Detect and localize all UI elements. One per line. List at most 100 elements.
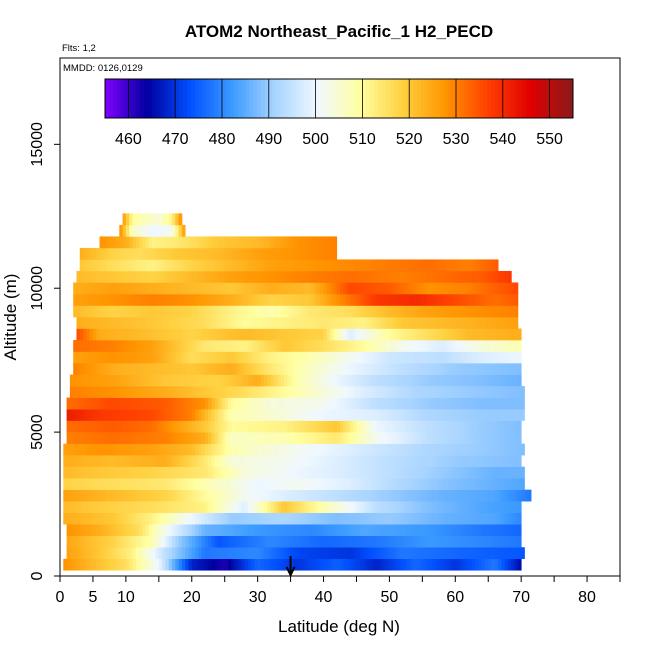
heatmap-cell [422,535,427,548]
heatmap-cell [488,386,492,398]
heatmap-cell [228,512,232,525]
heatmap-cell [369,305,374,318]
heatmap-cell [168,305,173,318]
heatmap-cell [181,317,186,329]
heatmap-cell [260,489,265,502]
colorbar-swatch [413,79,418,118]
heatmap-cell [471,409,476,421]
heatmap-cell [333,293,338,306]
heatmap-cell [92,259,97,272]
heatmap-cell [511,455,515,467]
heatmap-cell [313,317,318,329]
heatmap-cell [204,363,209,375]
heatmap-cell [508,386,512,398]
heatmap-cell [218,535,222,548]
heatmap-cell [228,236,232,249]
heatmap-cell [165,432,170,444]
heatmap-cell [409,501,413,513]
heatmap-cell [386,466,390,479]
heatmap-cell [228,351,232,364]
heatmap-cell [96,558,100,571]
heatmap-cell [346,270,351,283]
y-tick-label: 0 [29,571,46,580]
heatmap-cell [330,409,334,421]
heatmap-cell [168,351,173,364]
heatmap-cell [517,374,522,387]
heatmap-cell [89,432,94,444]
heatmap-cell [422,397,427,410]
heatmap-cell [195,547,199,560]
heatmap-cell [208,247,212,260]
heatmap-cell [96,282,100,295]
heatmap-cell [372,420,377,433]
heatmap-cell [366,259,371,272]
altitude-band [122,213,183,226]
heatmap-cell [504,478,509,490]
heatmap-cell [152,397,156,410]
heatmap-cell [116,247,120,260]
heatmap-cell [471,293,476,306]
heatmap-cell [508,558,512,571]
heatmap-cell [396,363,400,375]
heatmap-cell [316,397,321,410]
heatmap-cell [125,409,130,421]
heatmap-cell [185,386,189,398]
heatmap-cell [287,558,291,571]
heatmap-cell [188,351,193,364]
heatmap-cell [435,305,440,318]
heatmap-cell [83,558,87,571]
heatmap-cell [280,478,285,490]
heatmap-cell [201,363,206,375]
heatmap-cell [102,305,107,318]
heatmap-cell [297,501,301,513]
heatmap-cell [208,374,212,387]
heatmap-cell [145,386,150,398]
heatmap-cell [488,328,492,341]
heatmap-cell [379,340,384,352]
heatmap-cell [244,328,249,341]
heatmap-cell [244,270,249,283]
heatmap-cell [465,455,469,467]
colorbar-swatch [288,79,293,118]
heatmap-cell [274,236,278,249]
heatmap-cell [148,374,153,387]
heatmap-cell [188,432,193,444]
heatmap-cell [356,282,361,295]
heatmap-cell [445,340,450,352]
heatmap-cell [257,524,262,537]
heatmap-cell [221,466,226,479]
heatmap-cell [135,397,140,410]
heatmap-cell [191,293,196,306]
heatmap-cell [340,547,344,560]
heatmap-cell [83,501,87,513]
heatmap-cell [257,420,262,433]
heatmap-cell [356,386,361,398]
heatmap-cell [172,328,176,341]
heatmap-cell [241,558,245,571]
heatmap-cell [346,466,351,479]
heatmap-cell [316,443,321,456]
heatmap-cell [165,328,170,341]
heatmap-cell [303,363,308,375]
heatmap-cell [458,489,463,502]
heatmap-cell [244,397,249,410]
heatmap-cell [96,455,100,467]
heatmap-cell [257,305,262,318]
heatmap-cell [92,443,97,456]
heatmap-cell [501,558,506,571]
heatmap-cell [517,397,522,410]
heatmap-cell [452,374,456,387]
heatmap-cell [142,397,147,410]
heatmap-cell [221,409,226,421]
heatmap-cell [129,420,133,433]
heatmap-cell [152,328,156,341]
heatmap-cell [353,455,357,467]
heatmap-cell [376,363,380,375]
heatmap-cell [326,535,331,548]
heatmap-cell [346,409,351,421]
heatmap-cell [369,317,374,329]
heatmap-cell [372,317,377,329]
heatmap-cell [343,489,347,502]
heatmap-cell [313,524,318,537]
heatmap-cell [425,386,430,398]
